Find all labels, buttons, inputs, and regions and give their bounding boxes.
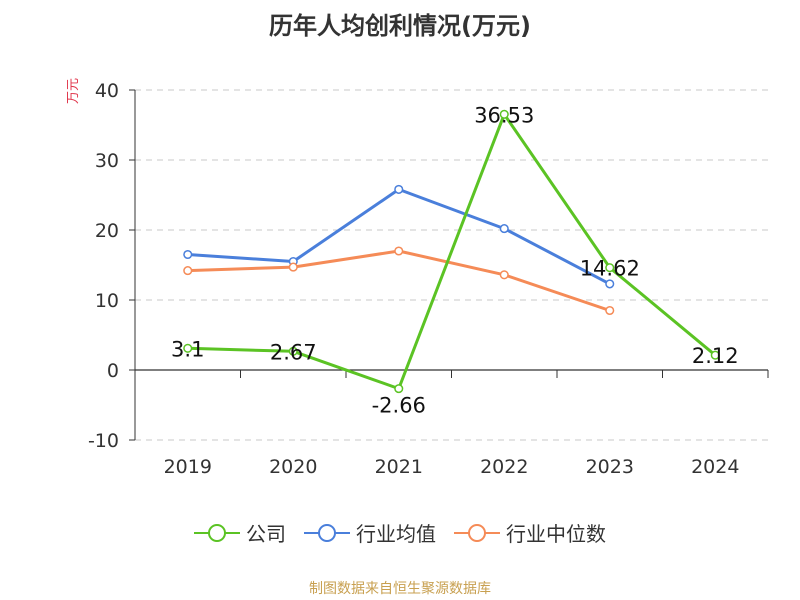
- data-source-note: 制图数据来自恒生聚源数据库: [309, 581, 491, 597]
- y-tick-label: 40: [95, 80, 119, 102]
- data-point: [605, 305, 615, 316]
- data-label: 2.12: [692, 344, 739, 368]
- data-point: [605, 263, 615, 273]
- data-label: 3.1: [171, 337, 204, 361]
- chart-title: 历年人均创利情况(万元): [269, 12, 531, 40]
- legend-marker-icon: [304, 523, 350, 542]
- data-label: 2.67: [270, 340, 317, 364]
- data-point: [183, 249, 193, 260]
- y-tick-label: -10: [88, 430, 119, 452]
- x-tick-label: 2021: [375, 456, 423, 478]
- data-point: [710, 350, 720, 360]
- legend-marker-icon: [194, 523, 240, 542]
- data-point: [499, 109, 509, 119]
- legend-item-company[interactable]: 公司: [194, 518, 286, 547]
- legend-marker-icon: [454, 523, 500, 542]
- x-tick-label: 2019: [164, 456, 212, 478]
- x-tick-label: 2023: [586, 456, 634, 478]
- data-point: [394, 184, 404, 194]
- data-point: [288, 346, 298, 356]
- data-point: [183, 266, 193, 276]
- x-tick-label: 2022: [480, 456, 528, 478]
- x-tick-label: 2020: [269, 456, 317, 478]
- y-tick-label: 30: [95, 150, 119, 172]
- legend-label: 行业均值: [356, 522, 436, 546]
- data-point: [288, 262, 298, 272]
- chart-legend: 公司 行业均值 行业中位数: [0, 518, 800, 547]
- data-label: 14.62: [580, 257, 640, 281]
- data-label: 36.53: [474, 103, 534, 127]
- data-point: [183, 343, 193, 353]
- data-point: [499, 224, 509, 234]
- y-tick-label: 20: [95, 220, 119, 242]
- series-line-0: [187, 112, 717, 391]
- y-tick-label: 0: [107, 360, 119, 382]
- y-tick-label: 10: [95, 290, 119, 312]
- data-point: [394, 246, 404, 256]
- legend-item-industry-avg[interactable]: 行业均值: [304, 518, 436, 547]
- data-point: [499, 270, 509, 280]
- x-tick-label: 2024: [691, 456, 739, 478]
- data-label: -2.66: [372, 394, 426, 418]
- legend-label: 行业中位数: [506, 522, 606, 546]
- data-point: [605, 279, 615, 289]
- legend-item-industry-median[interactable]: 行业中位数: [454, 518, 606, 547]
- data-point: [394, 384, 404, 394]
- legend-label: 公司: [246, 522, 286, 546]
